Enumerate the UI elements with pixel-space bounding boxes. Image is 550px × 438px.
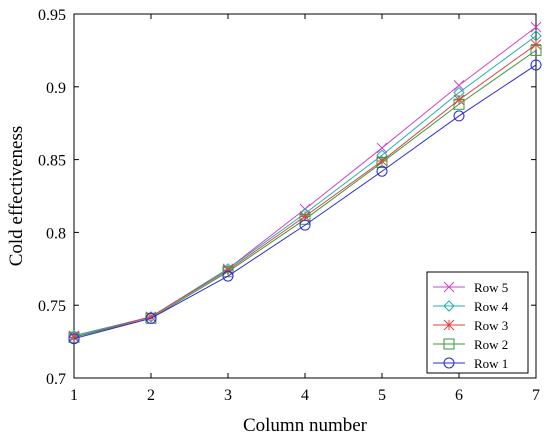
- legend-label: Row 5: [474, 280, 508, 295]
- legend-box: [426, 271, 529, 374]
- data-point: [530, 44, 542, 56]
- data-point: [299, 211, 311, 222]
- data-point: [222, 264, 234, 276]
- data-point: [453, 94, 465, 106]
- legend-marker: [443, 357, 455, 369]
- legend-marker: [443, 300, 455, 312]
- data-point: [222, 266, 234, 278]
- legend-label: Row 4: [474, 299, 509, 314]
- x-tick-label: 6: [455, 387, 463, 404]
- y-axis-label: Cold effectiveness: [6, 126, 27, 267]
- series-layer: [68, 21, 542, 345]
- y-tick-label: 0.7: [46, 371, 66, 388]
- data-point: [376, 157, 388, 169]
- legend-entry: Row 1: [433, 356, 508, 371]
- x-tick-label: 5: [378, 387, 386, 404]
- legend-entry: Row 4: [433, 299, 509, 314]
- data-point: [530, 39, 542, 50]
- x-axis-label: Column number: [243, 415, 368, 436]
- legend-entry: Row 3: [433, 318, 508, 333]
- data-point: [222, 270, 234, 282]
- y-tick-label: 0.9: [46, 80, 66, 97]
- data-point: [453, 79, 465, 91]
- data-point: [376, 165, 388, 177]
- legend-marker: [443, 319, 455, 331]
- data-point: [299, 213, 311, 225]
- legend-label: Row 2: [474, 337, 508, 352]
- x-tick-label: 4: [301, 387, 309, 404]
- y-tick-label: 0.75: [38, 298, 66, 315]
- data-point: [376, 155, 388, 167]
- data-point: [453, 98, 465, 110]
- legend-entry: Row 5: [433, 280, 508, 295]
- legend: Row 5 Row 4 Row 3 Row 2 Row 1: [426, 271, 529, 374]
- data-point: [145, 312, 157, 324]
- data-point: [530, 59, 542, 71]
- series-line: [73, 64, 537, 340]
- x-tick-label: 2: [147, 387, 155, 404]
- series-row-1: [68, 59, 542, 345]
- data-point: [376, 142, 388, 154]
- y-tick-label: 0.85: [38, 153, 66, 170]
- data-point: [453, 110, 465, 122]
- y-tick-label: 0.95: [38, 7, 66, 24]
- data-point: [145, 311, 157, 323]
- data-point: [68, 333, 80, 345]
- x-tick-label: 3: [224, 387, 232, 404]
- legend-label: Row 3: [474, 318, 508, 333]
- legend-label: Row 1: [474, 356, 508, 371]
- data-point: [530, 21, 542, 33]
- legend-entry: Row 2: [433, 337, 508, 352]
- y-tick-label: 0.8: [46, 225, 66, 242]
- legend-marker: [443, 281, 455, 293]
- data-point: [299, 219, 311, 231]
- series-row-3: [68, 39, 542, 343]
- ticks-layer: 1 2 3 4 5 6 7 0.7 0.75 0.8 0.85 0.9 0.95: [38, 7, 540, 404]
- legend-marker: [443, 338, 455, 350]
- x-tick-label: 7: [532, 387, 540, 404]
- x-tick-label: 1: [70, 387, 78, 404]
